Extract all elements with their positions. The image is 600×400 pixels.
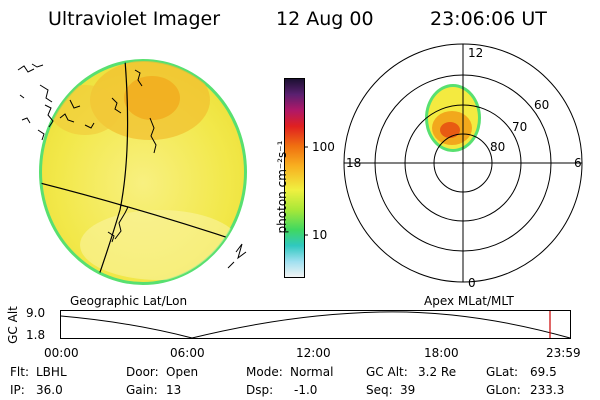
- mlt-label-18: 18: [346, 156, 362, 170]
- coastlines: [17, 63, 247, 269]
- polar-caption: Apex MLat/MLT: [424, 294, 514, 308]
- color-bar: [284, 78, 308, 278]
- altitude-xtick-0600: 06:00: [170, 346, 205, 360]
- gcalt-label: GC Alt:: [366, 365, 408, 379]
- flt-value: LBHL: [36, 365, 67, 379]
- gain-label: Gain:: [126, 383, 158, 397]
- ip-label: IP:: [10, 383, 25, 397]
- glat-value: 69.5: [530, 365, 557, 379]
- mlt-label-12: 12: [468, 46, 484, 60]
- glat-label: GLat:: [486, 365, 519, 379]
- flt-label: Flt:: [10, 365, 29, 379]
- altitude-xtick-2359: 23:59: [546, 346, 581, 360]
- time-label: 23:06:06 UT: [430, 8, 547, 30]
- gain-value: 13: [166, 383, 182, 397]
- altitude-ylabel: GC Alt: [6, 306, 20, 344]
- disk-bright-lower: [80, 210, 240, 280]
- aurora-glow-left: [50, 85, 120, 135]
- date-label: 12 Aug 00: [276, 8, 374, 30]
- aurora-oval-red: [440, 122, 460, 138]
- glon-value: 233.3: [530, 383, 565, 397]
- door-label: Door:: [126, 365, 159, 379]
- door-value: Open: [166, 365, 199, 379]
- altitude-ytick-9: 9.0: [26, 306, 46, 320]
- colorbar-label: photon cm⁻²s⁻¹: [275, 140, 289, 234]
- colorbar-tick-100: 100: [312, 140, 335, 154]
- dsp-label: Dsp:: [246, 383, 274, 397]
- lat-label-60: 60: [534, 98, 550, 112]
- altitude-curve: [60, 311, 571, 339]
- lat-label-80: 80: [490, 140, 506, 154]
- altitude-xtick-0000: 00:00: [44, 346, 79, 360]
- geographic-caption: Geographic Lat/Lon: [70, 294, 188, 308]
- colorbar-tick-10: 10: [312, 228, 328, 242]
- lat-label-70: 70: [512, 120, 528, 134]
- ip-value: 36.0: [36, 383, 63, 397]
- polar-plot: [343, 43, 583, 283]
- aurora-glow-core: [124, 76, 180, 120]
- instrument-title: Ultraviolet Imager: [48, 8, 221, 30]
- altitude-orbit-plot: [60, 310, 571, 339]
- altitude-xtick-1800: 18:00: [424, 346, 459, 360]
- gcalt-value: 3.2 Re: [418, 365, 457, 379]
- seq-label: Seq:: [366, 383, 393, 397]
- seq-value: 39: [400, 383, 416, 397]
- altitude-ytick-1-8: 1.8: [26, 328, 46, 342]
- glon-label: GLon:: [486, 383, 521, 397]
- mlt-label-0: 0: [468, 276, 476, 290]
- altitude-xtick-1200: 12:00: [296, 346, 331, 360]
- parallel-line: [41, 177, 245, 246]
- mlt-label-6: 6: [574, 156, 582, 170]
- dsp-value: -1.0: [294, 383, 318, 397]
- mode-value: Normal: [290, 365, 334, 379]
- mode-label: Mode:: [246, 365, 283, 379]
- geographic-image-panel: [17, 59, 247, 285]
